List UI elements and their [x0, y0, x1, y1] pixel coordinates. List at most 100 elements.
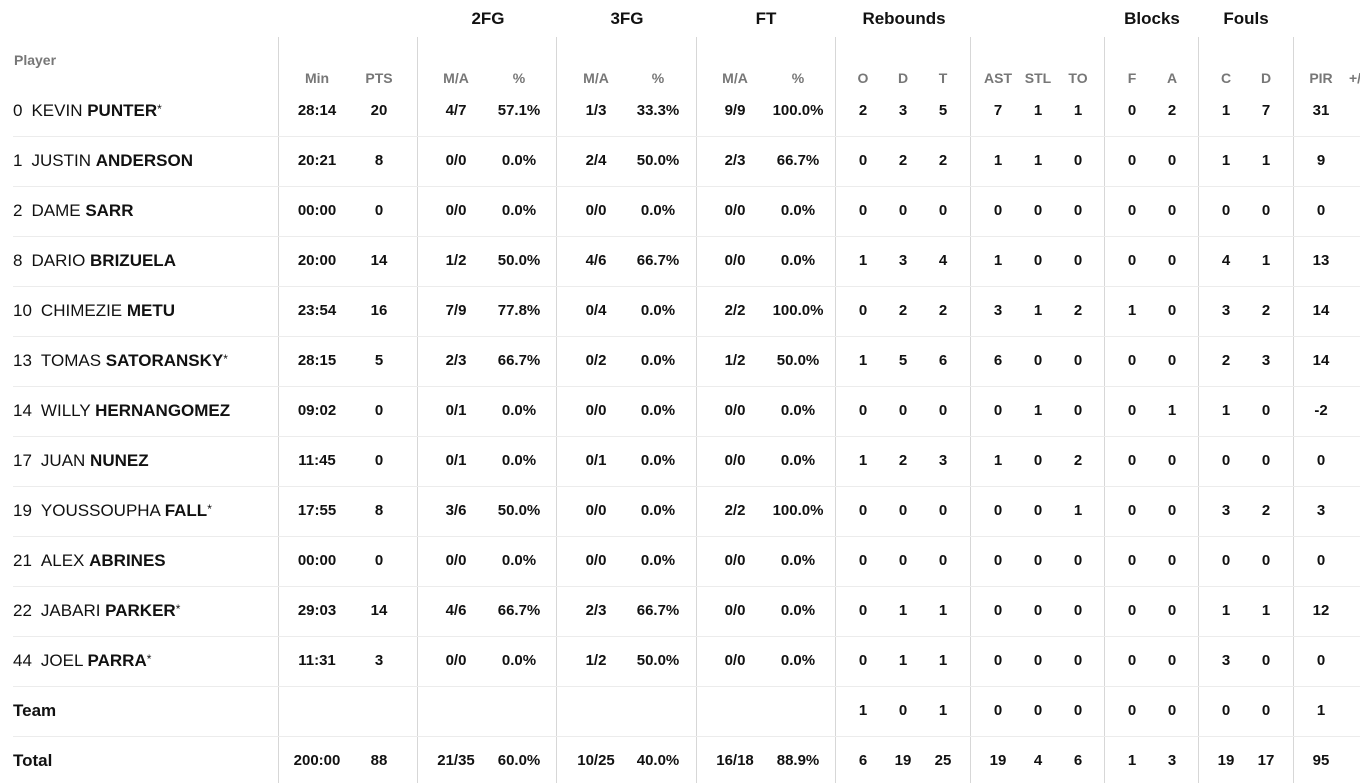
- stat-cell: 0/0: [445, 652, 467, 669]
- stat-cell: 0: [858, 302, 868, 319]
- stat-cell: 0: [993, 402, 1003, 419]
- stat-cell: 0: [1033, 252, 1043, 269]
- starter-asterisk: *: [157, 102, 162, 116]
- stat-cell: 5: [938, 102, 948, 119]
- stat-cell: 0: [858, 402, 868, 419]
- stat-cell: 0: [1127, 102, 1137, 119]
- row-divider: [13, 186, 1360, 187]
- stat-cell: 0.0%: [501, 202, 537, 219]
- group-header: Rebounds: [862, 9, 946, 28]
- stat-cell: 2: [898, 302, 908, 319]
- stat-cell: 66.7%: [497, 352, 541, 369]
- player-name: 44 JOEL PARRA*: [13, 651, 151, 671]
- stat-cell: 29:03: [297, 602, 337, 619]
- stat-cell: 1: [938, 702, 948, 719]
- player-last-name: PARKER: [105, 601, 176, 620]
- stat-cell: 0.0%: [640, 502, 676, 519]
- stat-cell: 3: [1221, 302, 1231, 319]
- stat-cell: 100.0%: [772, 502, 824, 519]
- stat-cell: 0.0%: [780, 252, 816, 269]
- stat-cell: 2/3: [724, 152, 746, 169]
- column-header: AST: [984, 70, 1012, 86]
- column-header: T: [938, 70, 948, 86]
- stat-cell: 2/4: [585, 152, 607, 169]
- column-separator: [1104, 37, 1105, 783]
- row-divider: [13, 486, 1360, 487]
- stat-cell: 6: [858, 752, 868, 769]
- stat-cell: 13: [1312, 252, 1330, 269]
- stat-cell: 16/18: [716, 752, 754, 769]
- stat-cell: 0: [1261, 552, 1271, 569]
- stat-cell: 0.0%: [780, 202, 816, 219]
- player-last-name: NUNEZ: [90, 451, 149, 470]
- stat-cell: 09:02: [297, 402, 337, 419]
- column-separator: [1293, 37, 1294, 783]
- row-divider: [13, 136, 1360, 137]
- stat-cell: 0: [993, 702, 1003, 719]
- stat-cell: 7/9: [445, 302, 467, 319]
- column-header: PTS: [365, 70, 393, 86]
- stat-cell: 0: [1167, 502, 1177, 519]
- stat-cell: 0: [858, 502, 868, 519]
- stat-cell: 1/2: [445, 252, 467, 269]
- stat-cell: 0: [1073, 202, 1083, 219]
- stat-cell: 0: [1261, 702, 1271, 719]
- stat-cell: 0/0: [724, 452, 746, 469]
- stat-cell: 0: [1316, 552, 1326, 569]
- stat-cell: 50.0%: [497, 252, 541, 269]
- column-header: M/A: [722, 70, 748, 86]
- stat-cell: 60.0%: [497, 752, 541, 769]
- stat-cell: 1: [1261, 602, 1271, 619]
- stat-cell: 0.0%: [640, 452, 676, 469]
- stat-cell: 7: [993, 102, 1003, 119]
- column-header: +/: [1348, 70, 1360, 86]
- stat-cell: 0.0%: [640, 352, 676, 369]
- stat-cell: 0: [898, 552, 908, 569]
- stat-cell: 6: [993, 352, 1003, 369]
- stat-cell: 50.0%: [497, 502, 541, 519]
- stat-cell: 0: [1127, 352, 1137, 369]
- player-last-name: FALL: [164, 501, 208, 520]
- stat-cell: 0: [1073, 402, 1083, 419]
- stat-cell: 0: [938, 552, 948, 569]
- stat-cell: 0: [858, 552, 868, 569]
- stat-cell: 0: [1167, 602, 1177, 619]
- stat-cell: 0: [1127, 602, 1137, 619]
- stat-cell: 0: [1221, 452, 1231, 469]
- stat-cell: 2: [898, 452, 908, 469]
- stat-cell: 0: [1261, 402, 1271, 419]
- stat-cell: 0: [858, 652, 868, 669]
- column-header: D: [1260, 70, 1272, 86]
- stat-cell: 0.0%: [640, 302, 676, 319]
- stat-cell: 3: [1167, 752, 1177, 769]
- player-name: 13 TOMAS SATORANSKY*: [13, 351, 228, 371]
- stat-cell: 7: [1261, 102, 1271, 119]
- stat-cell: 0: [1167, 702, 1177, 719]
- column-header: M/A: [443, 70, 469, 86]
- stat-cell: 19: [989, 752, 1007, 769]
- stat-cell: 50.0%: [636, 652, 680, 669]
- column-separator: [696, 37, 697, 783]
- stat-cell: 1: [1127, 752, 1137, 769]
- stat-cell: 0: [1316, 652, 1326, 669]
- stat-cell: 12: [1312, 602, 1330, 619]
- stat-cell: 3: [1316, 502, 1326, 519]
- starter-asterisk: *: [146, 652, 152, 666]
- stat-cell: 0/1: [445, 402, 467, 419]
- stat-cell: 1: [1033, 102, 1043, 119]
- player-last-name: ANDERSON: [95, 151, 193, 170]
- stat-cell: 14: [1312, 352, 1330, 369]
- stat-cell: 14: [1312, 302, 1330, 319]
- player-column-header: Player: [14, 52, 57, 68]
- stat-cell: 0: [1073, 352, 1083, 369]
- stat-cell: 50.0%: [636, 152, 680, 169]
- row-divider: [13, 336, 1360, 337]
- stat-cell: 1/2: [724, 352, 746, 369]
- stat-cell: 0: [938, 202, 948, 219]
- player-last-name: METU: [126, 301, 176, 320]
- stat-cell: 0: [1127, 402, 1137, 419]
- player-first-name: WILLY: [40, 401, 96, 420]
- stat-cell: 0: [1167, 252, 1177, 269]
- stat-cell: 8: [374, 152, 384, 169]
- stat-cell: 0/0: [724, 202, 746, 219]
